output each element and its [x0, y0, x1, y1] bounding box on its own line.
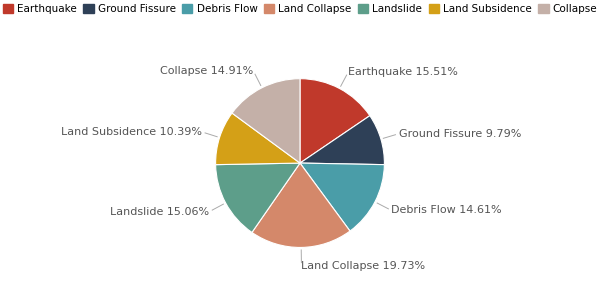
Wedge shape: [232, 79, 300, 163]
Text: Ground Fissure 9.79%: Ground Fissure 9.79%: [398, 129, 521, 139]
Text: Land Subsidence 10.39%: Land Subsidence 10.39%: [61, 127, 202, 137]
Legend: Earthquake, Ground Fissure, Debris Flow, Land Collapse, Landslide, Land Subsiden: Earthquake, Ground Fissure, Debris Flow,…: [0, 0, 600, 18]
Wedge shape: [215, 163, 300, 233]
Text: Collapse 14.91%: Collapse 14.91%: [160, 66, 254, 76]
Text: Landslide 15.06%: Landslide 15.06%: [110, 207, 209, 217]
Wedge shape: [300, 163, 385, 231]
Wedge shape: [300, 116, 385, 165]
Wedge shape: [300, 79, 370, 163]
Text: Earthquake 15.51%: Earthquake 15.51%: [348, 67, 458, 77]
Wedge shape: [215, 113, 300, 165]
Text: Land Collapse 19.73%: Land Collapse 19.73%: [301, 261, 425, 271]
Text: Debris Flow 14.61%: Debris Flow 14.61%: [391, 205, 502, 215]
Wedge shape: [252, 163, 350, 247]
